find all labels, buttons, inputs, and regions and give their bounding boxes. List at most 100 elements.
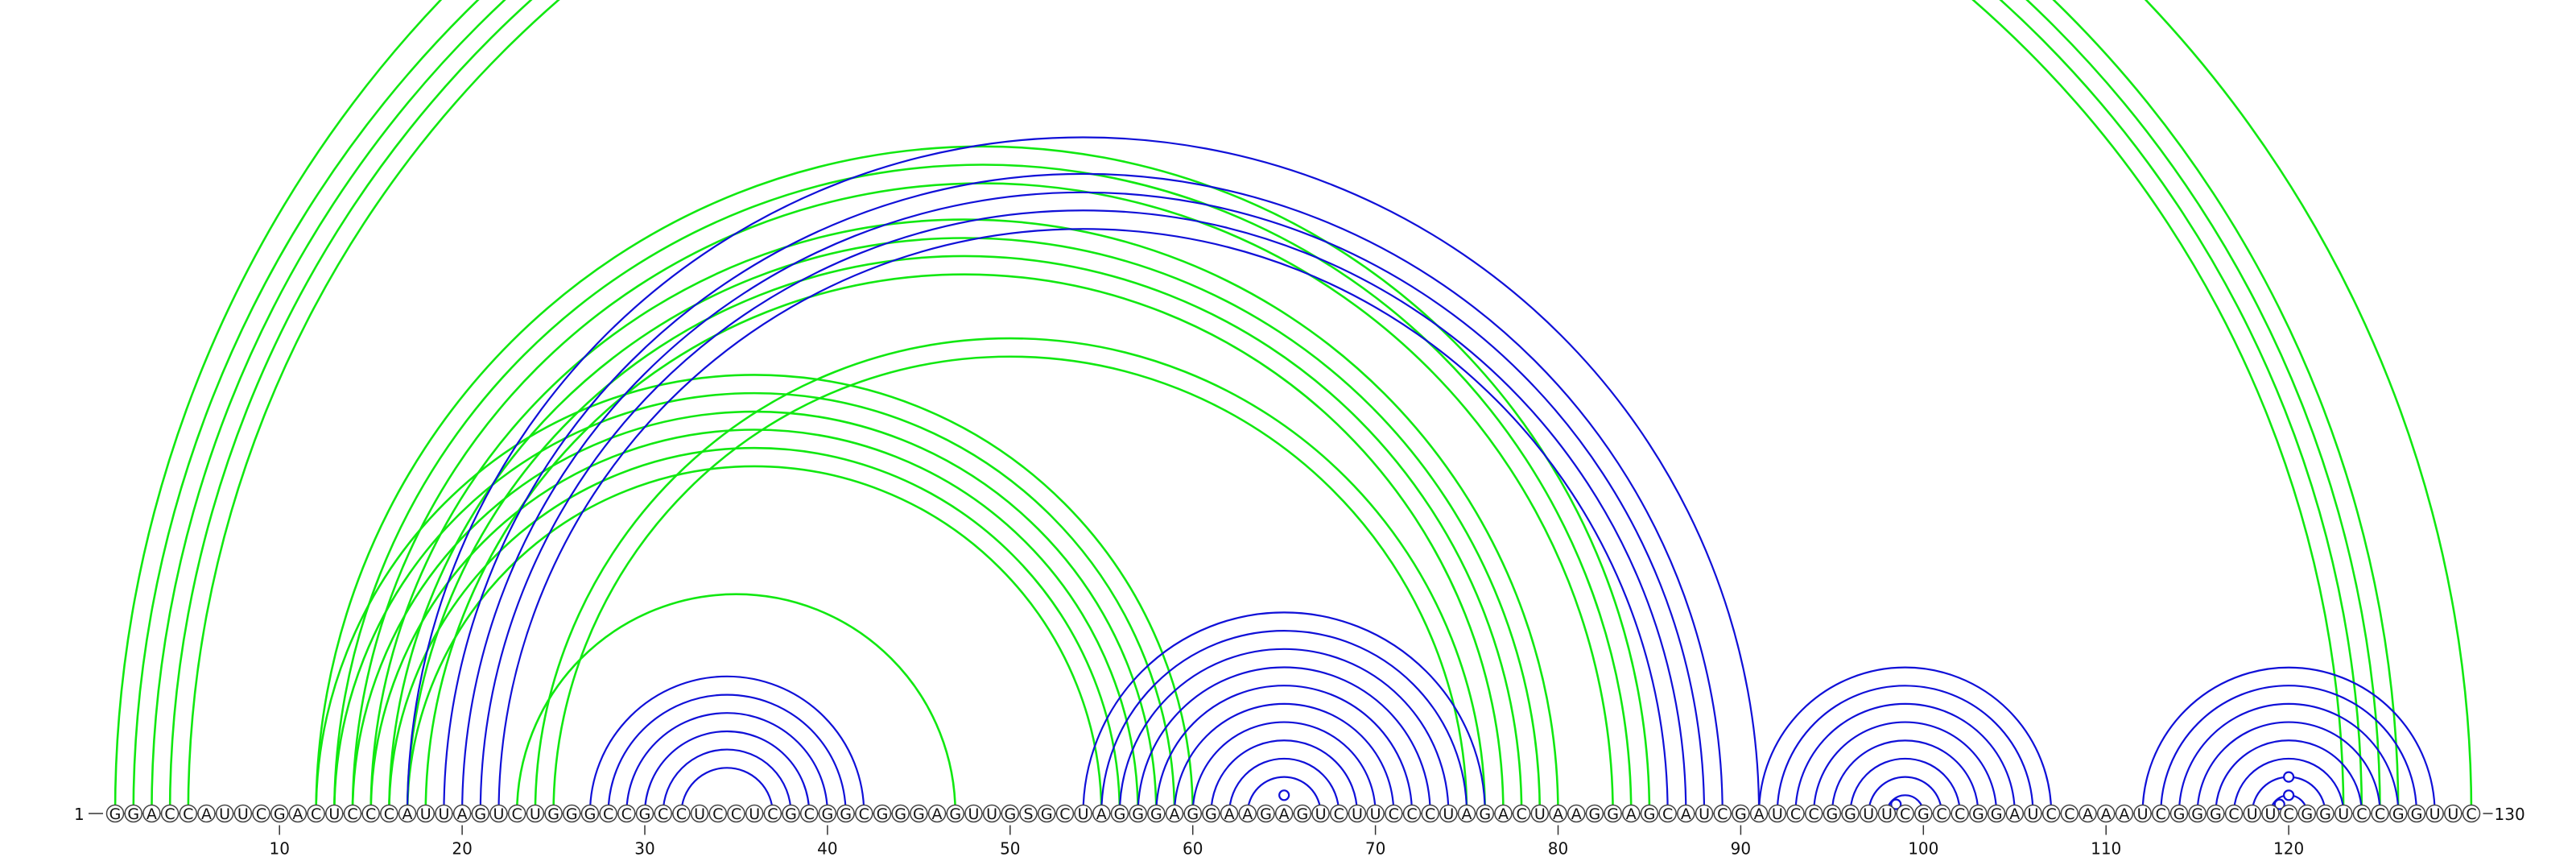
nucleotide-letter: U: [2264, 805, 2276, 823]
nucleotide-circle: [1183, 804, 1202, 823]
axis-tick-label: 100: [1908, 839, 1938, 857]
nucleotide-letter: G: [1589, 805, 1601, 823]
nucleotide-circle: [855, 804, 873, 823]
nucleotide-letter: G: [547, 805, 559, 823]
axis-tick-label: 70: [1365, 839, 1385, 857]
nucleotide-circle: [1695, 804, 1714, 823]
nucleotide-letter: G: [1972, 805, 1984, 823]
nucleotide-circle: [1147, 804, 1166, 823]
nucleotide-letter: C: [859, 805, 869, 823]
green-base-pair-arc: [388, 446, 1121, 814]
nucleotide-letter: G: [1114, 805, 1126, 823]
nucleotide-letter: C: [1406, 805, 1417, 823]
nucleotide-circle: [1220, 804, 1239, 823]
nucleotide-circle: [1311, 804, 1330, 823]
nucleotide-letter: U: [1772, 805, 1783, 823]
nucleotide-letter: G: [127, 805, 139, 823]
nucleotide: C: [2060, 804, 2079, 823]
nucleotide-circle: [489, 804, 508, 823]
nucleotide-letter: C: [512, 805, 522, 823]
nucleotide-circle: [416, 804, 435, 823]
nucleotide: C: [2371, 804, 2389, 823]
nucleotide-letter: G: [2174, 805, 2186, 823]
nucleotide-letter: G: [1479, 805, 1491, 823]
nucleotide: G: [1585, 804, 1604, 823]
nucleotide-letter: U: [1352, 805, 1363, 823]
nucleotide: A: [1567, 804, 1586, 823]
nucleotide-circle: [982, 804, 1001, 823]
nucleotide-letter: U: [1443, 805, 1454, 823]
nucleotide-circle: [1110, 804, 1129, 823]
nucleotide-letter: U: [2137, 805, 2149, 823]
nucleotide-letter: A: [1462, 805, 1472, 823]
nucleotide-circle: [1786, 804, 1805, 823]
nucleotide-circle: [1092, 804, 1111, 823]
noncanonical-pair-marker: [1890, 798, 1902, 810]
nucleotide-circle: [2024, 804, 2042, 823]
nucleotide-letter: C: [712, 805, 723, 823]
nucleotide-letter: A: [1170, 805, 1180, 823]
nucleotide: C: [799, 804, 819, 823]
nucleotide-letter: C: [164, 805, 175, 823]
nucleotide-letter: U: [1370, 805, 1381, 823]
nucleotide-circle: [2371, 804, 2389, 823]
nucleotide-circle: [307, 804, 325, 823]
nucleotide-circle: [1713, 804, 1732, 823]
nucleotide-letter: G: [2191, 805, 2203, 823]
nucleotide-circle: [2005, 804, 2025, 823]
nucleotide-circle: [2115, 804, 2134, 823]
nucleotide: G: [1987, 804, 2006, 823]
nucleotide-letter: C: [767, 805, 778, 823]
nucleotide: G: [2188, 804, 2207, 823]
blue-base-pair-arc: [2196, 721, 2381, 814]
nucleotide-letter: A: [2119, 805, 2129, 823]
nucleotide-letter: G: [949, 805, 961, 823]
nucleotide: U: [1366, 804, 1385, 823]
nucleotide-circle: [2334, 804, 2353, 823]
nucleotide: U: [1877, 804, 1897, 823]
nucleotide: G: [1476, 804, 1494, 823]
nucleotide-letter: U: [1699, 805, 1710, 823]
nucleotide-circle: [544, 804, 563, 823]
nucleotide-letter: C: [1516, 805, 1526, 823]
nucleotide-letter: A: [1242, 805, 1253, 823]
blue-base-pair-arc: [1082, 611, 1486, 814]
nucleotide-circle: [1074, 804, 1092, 823]
nucleotide-letter: A: [2083, 805, 2093, 823]
nucleotide-letter: U: [237, 805, 249, 823]
nucleotide: G: [1293, 804, 1312, 823]
nucleotide-letter: C: [1662, 805, 1673, 823]
nucleotide: C: [708, 804, 728, 823]
green-base-pair-arc: [332, 391, 1176, 814]
nucleotide-letter: A: [1498, 805, 1509, 823]
nucleotide-letter: G: [840, 805, 852, 823]
nucleotide-circle: [2188, 804, 2207, 823]
nucleotide: C: [2352, 804, 2372, 823]
nucleotide-circle: [1165, 804, 1184, 823]
nucleotide: A: [927, 804, 947, 823]
nucleotide-letter: C: [2356, 805, 2367, 823]
nucleotide-letter: A: [147, 805, 157, 823]
nucleotide-circle: [1348, 804, 1367, 823]
blue-base-pair-arc: [662, 748, 792, 814]
nucleotide: G: [910, 804, 928, 823]
nucleotide-circle: [1421, 804, 1439, 823]
nucleotide-circle: [1914, 804, 1933, 823]
nucleotide-letter: G: [1260, 805, 1272, 823]
nucleotide-letter: G: [1132, 805, 1144, 823]
nucleotide: A: [1749, 804, 1769, 823]
nucleotide-letter: C: [1425, 805, 1435, 823]
nucleotide-letter: C: [2064, 805, 2074, 823]
nucleotide-letter: U: [749, 805, 760, 823]
nucleotide-letter: C: [658, 805, 668, 823]
axis-tick-label: 110: [2091, 839, 2121, 857]
nucleotide-letter: G: [1004, 805, 1016, 823]
nucleotide-circle: [1055, 804, 1075, 823]
nucleotide-letter: C: [603, 805, 613, 823]
nucleotide-letter: G: [1150, 805, 1162, 823]
nucleotide: G: [105, 804, 125, 823]
nucleotide-circle: [708, 804, 728, 823]
nucleotide-circle: [2096, 804, 2116, 823]
blue-base-pair-arc: [1849, 757, 1961, 814]
